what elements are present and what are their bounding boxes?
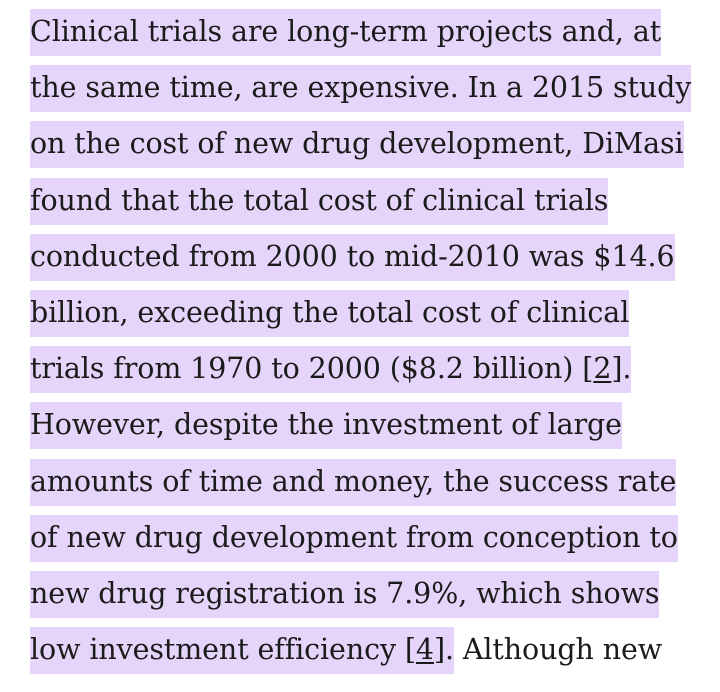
highlighted-text: amounts of time and money, the success r… — [30, 458, 676, 506]
text-line-9: amounts of time and money, the success r… — [30, 454, 700, 510]
text-segment: ]. — [433, 633, 454, 667]
text-line-12: low investment efficiency [4]. Although … — [30, 622, 700, 678]
text-line-10: of new drug development from conception … — [30, 510, 700, 566]
article-paragraph: Clinical trials are long-term projects a… — [30, 4, 700, 678]
highlighted-text: found that the total cost of clinical tr… — [30, 177, 608, 225]
highlighted-text: conducted from 2000 to mid-2010 was $14.… — [30, 233, 675, 281]
highlighted-text: billion, exceeding the total cost of cli… — [30, 290, 629, 338]
highlighted-text: new drug registration is 7.9%, which sho… — [30, 571, 660, 619]
highlighted-text: of new drug development from conception … — [30, 514, 678, 562]
highlighted-text: the same time, are expensive. In a 2015 … — [30, 65, 691, 113]
text-line-8: However, despite the investment of large — [30, 397, 700, 453]
highlighted-text: However, despite the investment of large — [30, 402, 622, 450]
plain-text: Although new — [453, 633, 663, 667]
highlighted-text: Clinical trials are long-term projects a… — [30, 9, 661, 56]
text-line-11: new drug registration is 7.9%, which sho… — [30, 566, 700, 622]
text-segment: trials from 1970 to 2000 ($8.2 billion) … — [30, 352, 594, 386]
text-line-3: on the cost of new drug development, DiM… — [30, 116, 700, 172]
text-line-2: the same time, are expensive. In a 2015 … — [30, 60, 700, 116]
text-line-1: Clinical trials are long-term projects a… — [30, 4, 700, 60]
citation-link-2[interactable]: 2 — [593, 352, 612, 386]
text-line-7: trials from 1970 to 2000 ($8.2 billion) … — [30, 341, 700, 397]
highlighted-text: on the cost of new drug development, DiM… — [30, 121, 684, 169]
highlighted-text: low investment efficiency [4]. — [30, 627, 454, 675]
text-line-5: conducted from 2000 to mid-2010 was $14.… — [30, 229, 700, 285]
text-line-6: billion, exceeding the total cost of cli… — [30, 285, 700, 341]
text-line-4: found that the total cost of clinical tr… — [30, 173, 700, 229]
text-segment: ]. — [611, 352, 632, 386]
highlighted-text: trials from 1970 to 2000 ($8.2 billion) … — [30, 346, 632, 394]
citation-link-4[interactable]: 4 — [415, 633, 434, 667]
text-segment: low investment efficiency [ — [30, 633, 416, 667]
